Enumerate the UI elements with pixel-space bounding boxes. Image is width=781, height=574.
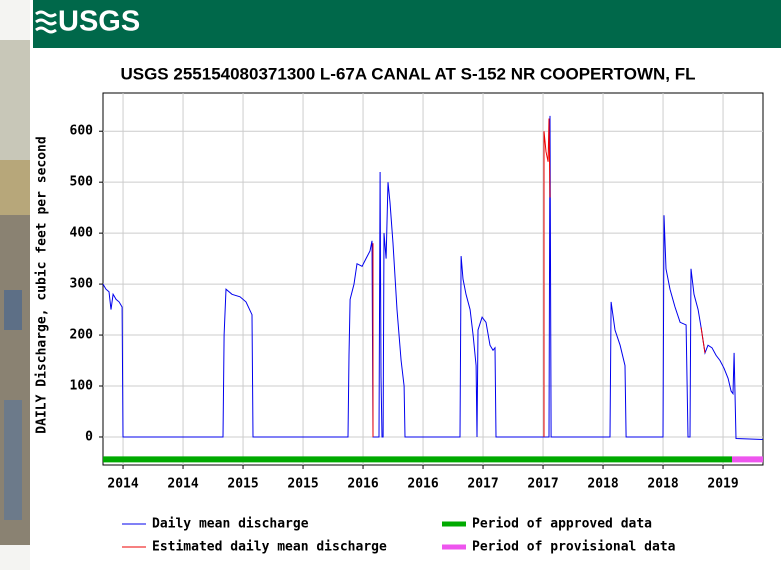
plot-area [102,92,764,466]
legend-label: Estimated daily mean discharge [152,540,387,555]
y-tick-label: 0 [85,429,93,444]
chart-title: USGS 255154080371300 L-67A CANAL AT S-15… [120,64,695,83]
series-line [372,118,706,437]
x-tick-label: 2014 [167,477,198,492]
legend-label: Period of provisional data [472,540,676,555]
y-tick-label: 400 [70,226,94,241]
legend-label: Period of approved data [472,517,652,532]
logo-waves [35,10,57,34]
y-tick-label: 300 [70,277,94,292]
x-tick-label: 2017 [527,477,558,492]
x-tick-label: 2016 [347,477,378,492]
photo-sky [0,40,30,180]
header-bar [33,0,781,48]
x-tick-label: 2016 [407,477,438,492]
x-tick-label: 2015 [287,477,318,492]
x-tick-label: 2018 [647,477,678,492]
legend-label: Daily mean discharge [152,517,309,532]
y-tick-label: 200 [70,328,94,343]
x-tick-label: 2015 [227,477,258,492]
photo-detail [4,400,22,520]
photo-detail [4,290,22,330]
photo-field [0,160,30,220]
y-axis-label: DAILY Discharge, cubic feet per second [35,136,50,433]
y-tick-label: 500 [70,175,94,190]
logo: USGS [58,6,140,38]
x-tick-label: 2019 [707,477,738,492]
x-tick-label: 2014 [107,477,138,492]
y-tick-label: 100 [70,379,94,394]
x-tick-label: 2018 [587,477,618,492]
y-tick-label: 600 [70,124,94,139]
x-tick-label: 2017 [467,477,498,492]
series-line [102,115,764,440]
